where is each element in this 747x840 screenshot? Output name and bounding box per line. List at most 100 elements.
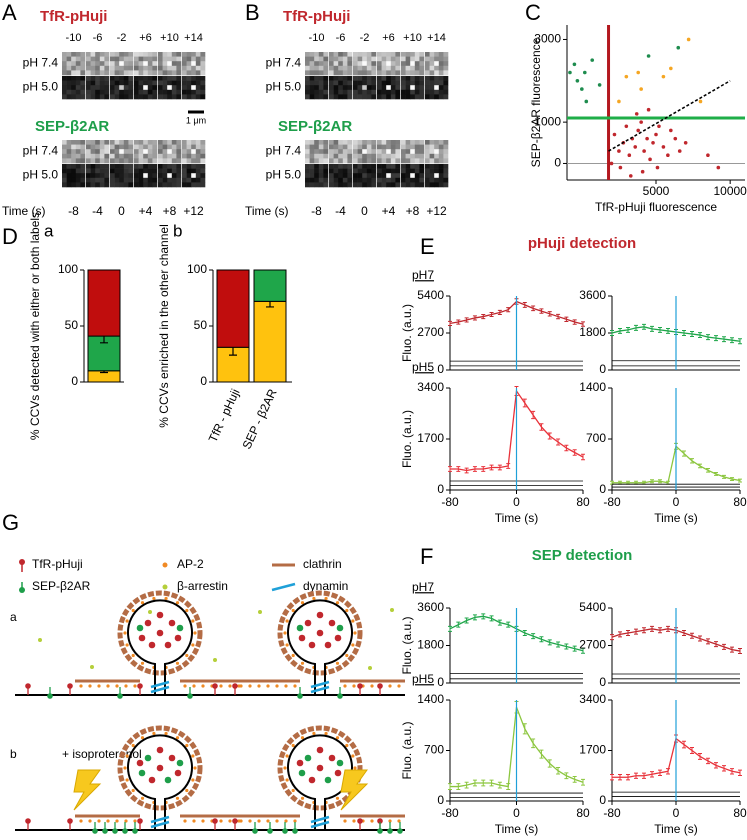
pixel (309, 149, 315, 155)
pixel (152, 76, 158, 81)
pixel (191, 85, 197, 91)
pixel (128, 173, 134, 179)
tfr (377, 818, 383, 824)
pixel (152, 65, 158, 71)
pixel (309, 182, 315, 188)
pixel (377, 76, 382, 81)
pixel (429, 140, 435, 145)
pixel (134, 158, 139, 164)
legend-text: SEP-β2AR (32, 579, 91, 593)
y-tick-label: 5400 (579, 600, 606, 614)
pixel (66, 144, 72, 150)
pixel (162, 140, 168, 145)
pixel (410, 89, 416, 95)
pixel (338, 76, 344, 81)
pixel (171, 52, 177, 57)
point (676, 45, 681, 50)
x-tick-label: 10000 (713, 184, 747, 198)
ap2 (352, 819, 356, 823)
pixel (86, 168, 91, 174)
time-label: +8 (406, 204, 420, 218)
pixel (425, 153, 430, 159)
pixel (386, 80, 392, 86)
x-tick-label: -80 (441, 495, 459, 509)
pixel (371, 94, 377, 100)
pixel (99, 182, 105, 188)
pixel (429, 61, 435, 67)
legend-symbol (19, 587, 25, 593)
pixel (419, 76, 425, 81)
pixel (323, 52, 329, 57)
pixel (110, 65, 115, 71)
point (655, 165, 660, 170)
pixel (90, 158, 96, 164)
pixel (395, 158, 401, 164)
error-bar (448, 783, 452, 790)
pixel (353, 89, 358, 95)
pixel (342, 173, 348, 179)
pixel (425, 177, 430, 183)
pixel (410, 164, 416, 169)
pixel (357, 56, 363, 62)
pixel (123, 177, 129, 183)
pixel (167, 89, 173, 95)
b2ar (292, 828, 298, 834)
error-bar (738, 769, 742, 776)
pixel (95, 85, 101, 91)
pixel (147, 85, 153, 91)
pixel (195, 182, 201, 188)
pixel (62, 56, 67, 62)
pixel (71, 182, 77, 188)
pixel (381, 164, 387, 169)
error-bar (738, 338, 742, 345)
pixel (66, 164, 72, 169)
error-bar (531, 633, 536, 640)
error-bar (722, 474, 726, 479)
point (636, 70, 640, 75)
pixel (329, 61, 334, 67)
pixel (110, 56, 115, 62)
pixel (338, 65, 344, 71)
y-tick-label: 0 (437, 362, 444, 376)
pixel (186, 144, 192, 150)
pixel (405, 80, 411, 86)
pixel (128, 164, 134, 169)
error-bar (497, 619, 502, 626)
panel-label: D (2, 224, 18, 249)
pixel (405, 144, 411, 150)
pixel (366, 177, 372, 183)
error-bar (730, 768, 734, 775)
pixel (438, 76, 444, 81)
pixel (381, 89, 387, 95)
time-label: +6 (382, 32, 395, 44)
pixel (366, 153, 372, 159)
y-tick-label: 3400 (579, 692, 606, 706)
pixel (66, 89, 72, 95)
pixel (99, 70, 105, 76)
ap2 (115, 684, 119, 688)
tfr (67, 683, 73, 689)
time-label: -2 (360, 32, 370, 44)
pixel (333, 80, 339, 86)
pixel (333, 85, 339, 91)
error-bar (481, 466, 486, 472)
pixel (357, 65, 363, 71)
pixel (338, 144, 344, 150)
pixel (414, 61, 420, 67)
pixel (377, 168, 382, 174)
pixel (62, 76, 67, 81)
pixel (128, 149, 134, 155)
pixel (134, 76, 139, 81)
error-bar (531, 738, 536, 749)
pixel (377, 56, 382, 62)
pixel (357, 76, 363, 81)
diagram-legend: TfR-pHuji SEP-β2AR AP-2 β-arrestin clath… (19, 557, 348, 593)
pixel (338, 173, 344, 179)
pixel (414, 76, 420, 81)
pixel (342, 149, 348, 155)
cargo (156, 629, 164, 637)
error-bar (564, 772, 569, 780)
pixel (333, 149, 339, 155)
pixel (338, 80, 344, 86)
pixel (66, 70, 72, 76)
